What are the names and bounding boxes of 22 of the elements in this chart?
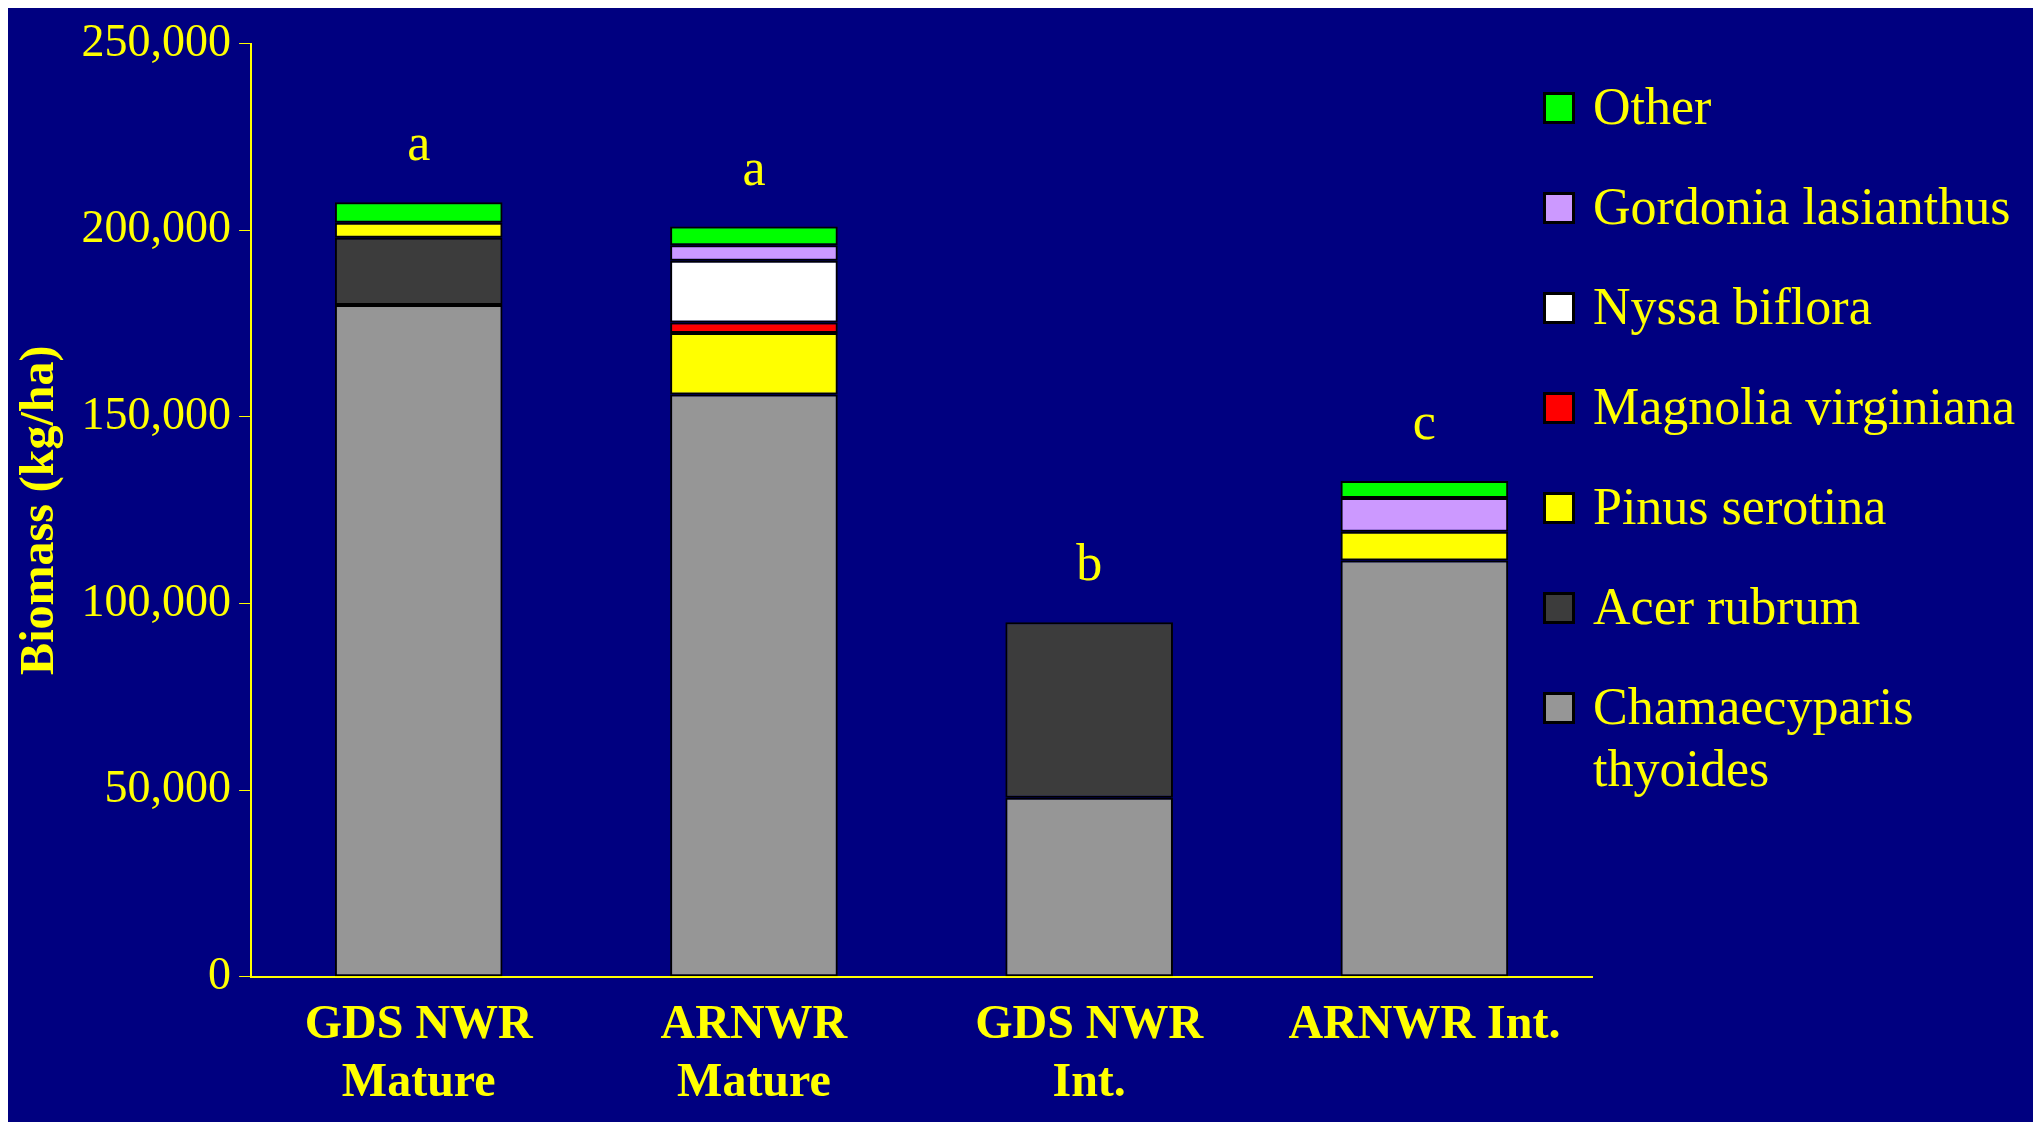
y-tick-label: 100,000 [81,574,232,626]
annotation: a [742,138,766,196]
annotation: a [407,114,431,172]
y-tick-label: 0 [208,947,232,999]
y-tick-label: 200,000 [81,201,232,253]
legend-label: Magnolia virginiana [1593,377,2017,437]
annotation: c [1412,393,1436,451]
y-axis-title: Biomass (kg/ha) [10,345,65,675]
y-tick-label: 150,000 [81,387,232,439]
legend-label: Acer rubrum [1593,577,1862,637]
annotation: b [1076,534,1103,592]
legend-label: Other [1593,77,1713,137]
x-tick-label: ARNWR Mature [660,995,849,1106]
x-tick-label: GDS NWR Int. [975,995,1205,1106]
legend-label: Nyssa biflora [1593,277,1873,337]
legend-label: Pinus serotina [1593,477,1888,537]
x-tick-label: ARNWR Int. [1288,995,1561,1049]
x-tick-label: GDS NWR Mature [304,995,535,1106]
y-tick-label: 250,000 [81,14,232,66]
legend-label: Chamaecyparis thyoides [1593,677,1915,799]
legend-label: Gordonia lasianthus [1593,177,2012,237]
y-tick-label: 50,000 [104,761,232,813]
